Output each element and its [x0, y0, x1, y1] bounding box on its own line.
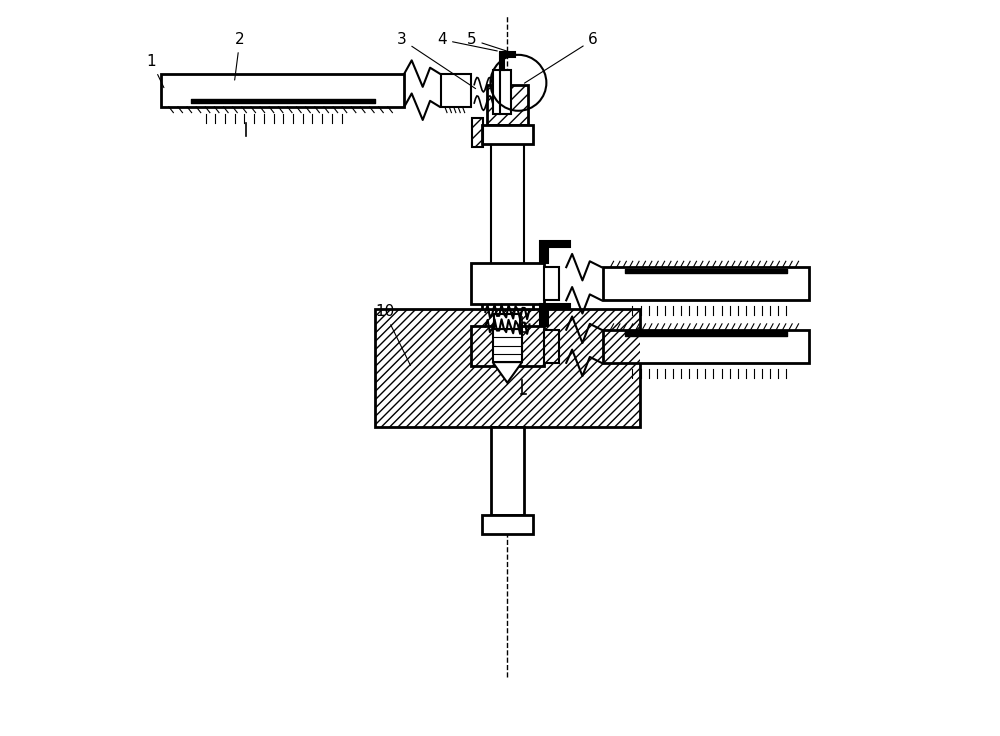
Polygon shape: [540, 241, 570, 263]
Bar: [491, 280, 524, 366]
Text: 1: 1: [147, 54, 164, 88]
Text: 10: 10: [375, 305, 410, 366]
Polygon shape: [540, 303, 570, 325]
Bar: [482, 125, 533, 144]
Bar: [482, 280, 533, 309]
Bar: [441, 74, 471, 107]
Text: 3: 3: [397, 32, 476, 88]
Bar: [161, 74, 404, 107]
Bar: [375, 309, 640, 427]
Text: 4: 4: [437, 32, 497, 51]
Bar: [494, 314, 520, 329]
Text: 6: 6: [524, 32, 598, 83]
Bar: [544, 330, 559, 363]
Bar: [375, 309, 640, 427]
Bar: [493, 70, 511, 114]
Bar: [471, 263, 544, 303]
Bar: [487, 85, 528, 125]
Polygon shape: [500, 52, 515, 70]
Bar: [471, 325, 544, 366]
Bar: [491, 303, 524, 325]
Bar: [491, 144, 524, 294]
Bar: [487, 85, 528, 125]
Bar: [603, 330, 809, 363]
Text: 2: 2: [235, 32, 245, 80]
Bar: [482, 515, 533, 534]
Text: 5: 5: [467, 32, 516, 54]
Polygon shape: [493, 362, 522, 383]
Bar: [544, 267, 559, 300]
Bar: [491, 427, 524, 515]
Bar: [493, 329, 522, 362]
Bar: [603, 267, 809, 300]
Bar: [472, 118, 483, 147]
